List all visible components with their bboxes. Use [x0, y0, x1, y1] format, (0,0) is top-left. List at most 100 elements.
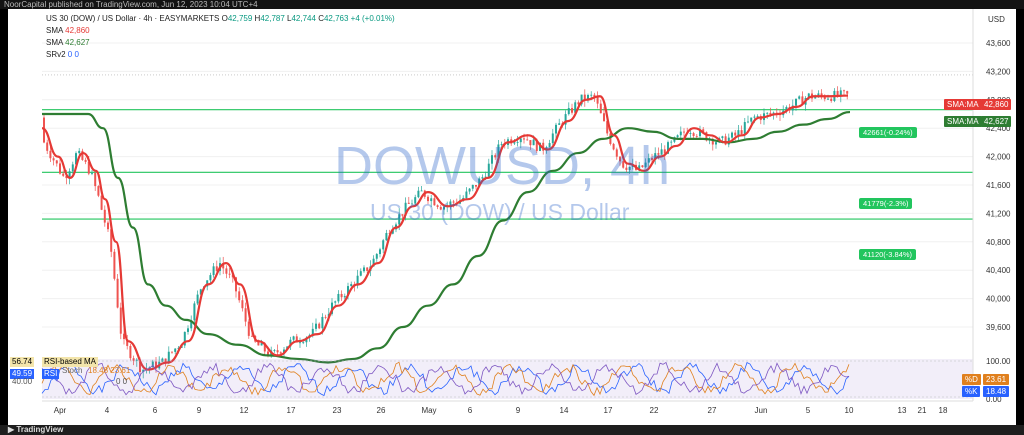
candle-body: [235, 277, 237, 292]
stoch-label[interactable]: Stoch: [62, 366, 83, 375]
candle-body: [113, 251, 116, 279]
candle-body: [129, 345, 132, 359]
candle-body: [289, 339, 292, 347]
candle-body: [494, 155, 497, 158]
candle-body: [343, 296, 346, 298]
candle-body: [814, 96, 817, 99]
candle-body: [382, 240, 385, 250]
candle-body: [97, 186, 100, 196]
level-tag-41120[interactable]: 41120(-3.84%): [859, 249, 917, 260]
candle-body: [657, 153, 660, 155]
srv-value-b: 0: [74, 50, 79, 59]
candle-body: [411, 203, 413, 205]
candle-body: [471, 184, 474, 189]
candle-body: [827, 98, 829, 100]
watermark-title: DOWUSD, 4h: [334, 136, 671, 196]
candle-body: [628, 166, 631, 170]
candle-body: [475, 184, 477, 187]
level-tag-42661[interactable]: 42661(-0.24%): [859, 127, 917, 138]
candle-body: [142, 369, 145, 373]
candle-body: [747, 121, 749, 123]
indicator-axis-top: 100.00: [986, 357, 1011, 366]
currency-label: USD: [988, 15, 1005, 24]
candle-body: [100, 195, 103, 210]
candle-body: [606, 121, 609, 134]
candle-body: [199, 289, 202, 295]
level-tag-41779[interactable]: 41779(-2.3%): [859, 198, 913, 209]
candle-body: [699, 129, 701, 137]
symbol-legend[interactable]: US 30 (DOW) / US Dollar · 4h · EASYMARKE…: [46, 14, 395, 23]
x-tick-label: 17: [604, 406, 613, 415]
candle-body: [87, 161, 90, 174]
candle-body: [305, 337, 308, 343]
publisher-bar: NoorCapital published on TradingView.com…: [0, 0, 1024, 9]
y-tick-label: 42,400: [986, 124, 1011, 133]
candle-body: [49, 150, 52, 159]
candle-body: [603, 113, 605, 122]
candle-body: [567, 108, 570, 115]
rsi-label[interactable]: RSI: [42, 369, 60, 379]
candle-body: [356, 275, 359, 286]
candle-body: [580, 94, 583, 105]
candle-body: [379, 249, 381, 255]
candle-body: [55, 160, 58, 164]
candle-body: [551, 133, 554, 144]
sma-fast-value: 42,860: [65, 26, 90, 35]
candle-body: [836, 90, 839, 96]
candle-body: [436, 205, 439, 207]
candle-body: [187, 328, 189, 332]
candle-body: [564, 114, 567, 125]
candle-body: [238, 291, 241, 301]
candle-body: [110, 229, 113, 252]
candle-body: [577, 102, 580, 105]
candle-body: [638, 165, 641, 170]
price-chart[interactable]: 43,60043,20042,80042,40042,00041,60041,2…: [8, 9, 1016, 425]
rsi-ma-label[interactable]: RSI-based MA: [42, 357, 99, 367]
sma-slow-line[interactable]: [41, 110, 851, 364]
candle-body: [59, 163, 61, 174]
candle-body: [52, 158, 55, 161]
candle-body: [740, 130, 743, 135]
sma-slow-legend[interactable]: SMA 42,627: [46, 38, 90, 47]
candle-body: [430, 198, 433, 202]
tradingview-logo[interactable]: ▶ TradingView: [8, 425, 63, 435]
x-tick-label: 9: [516, 406, 521, 415]
candle-body: [123, 333, 125, 340]
candle-body: [548, 143, 551, 148]
open-label: O: [221, 14, 228, 23]
candle-body: [625, 167, 628, 170]
x-tick-label: 10: [845, 406, 854, 415]
rsi-level-small: 40.00: [12, 377, 33, 386]
candle-body: [228, 273, 231, 275]
symbol-title[interactable]: US 30 (DOW) / US Dollar · 4h · EASYMARKE…: [46, 14, 220, 23]
sma-fast-price-tag: SMA:MA: [944, 99, 982, 110]
tradingview-icon: ▶: [8, 425, 15, 434]
stoch-d-value: 23.61: [983, 374, 1010, 385]
candle-body: [193, 303, 196, 321]
candle-body: [46, 142, 49, 151]
candle-body: [692, 133, 695, 136]
sma-fast-line[interactable]: [41, 94, 849, 371]
candle-body: [209, 275, 212, 281]
candle-body: [414, 197, 417, 204]
candle-body: [321, 316, 324, 329]
candle-body: [487, 163, 490, 177]
x-tick-label: 21: [918, 406, 927, 415]
candle-body: [651, 158, 653, 160]
srv-value-a: 0: [67, 50, 73, 59]
candle-body: [711, 138, 714, 145]
tradingview-brand: TradingView: [16, 425, 64, 434]
candle-body: [615, 149, 618, 157]
candle-body: [619, 156, 621, 162]
candle-body: [468, 188, 471, 192]
y-tick-label: 43,200: [986, 67, 1011, 76]
srv-legend[interactable]: SRv2 0 0: [46, 50, 79, 59]
sma-fast-legend[interactable]: SMA 42,860: [46, 26, 90, 35]
candle-body: [535, 139, 538, 151]
candle-body: [107, 222, 109, 230]
candle-body: [660, 149, 663, 155]
sma-slow-tag-label: SMA:MA: [947, 117, 979, 126]
candle-body: [273, 350, 276, 351]
candle-body: [539, 142, 541, 151]
candle-body: [596, 96, 599, 104]
